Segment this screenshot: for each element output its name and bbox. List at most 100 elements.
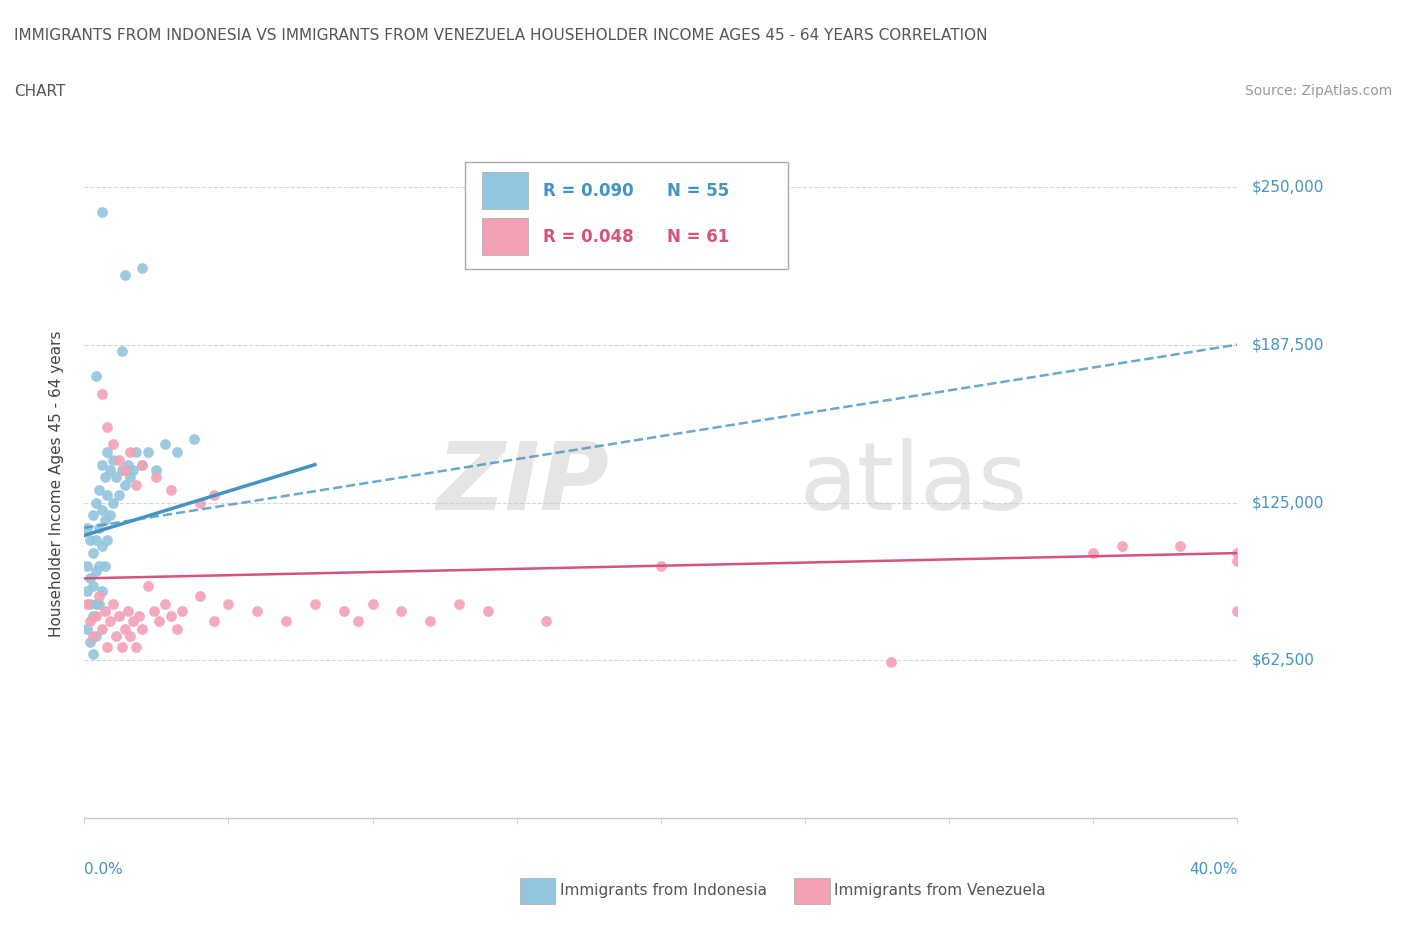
Point [131, 458, 153, 472]
Point [1226, 546, 1249, 561]
Point [105, 629, 128, 644]
Point [1168, 538, 1191, 553]
Point [108, 609, 131, 624]
Point [84, 596, 107, 611]
Text: ZIP: ZIP [436, 438, 609, 529]
Text: 0.0%: 0.0% [84, 862, 124, 877]
Point [117, 458, 139, 472]
Point [246, 604, 269, 618]
Point [136, 445, 159, 459]
Point [136, 578, 159, 593]
Text: N = 61: N = 61 [666, 228, 728, 246]
Y-axis label: Householder Income Ages 45 - 64 years: Householder Income Ages 45 - 64 years [49, 330, 63, 637]
Point [120, 629, 142, 644]
Point [98, 614, 121, 629]
Point [166, 621, 188, 636]
Point [82, 508, 104, 523]
Point [105, 470, 128, 485]
Point [76, 596, 98, 611]
Point [1111, 538, 1133, 553]
Point [276, 614, 298, 629]
Point [131, 260, 153, 275]
Point [93, 558, 115, 573]
Point [87, 596, 110, 611]
Point [82, 578, 104, 593]
Text: N = 55: N = 55 [666, 182, 728, 200]
Point [122, 614, 145, 629]
Text: R = 0.090: R = 0.090 [543, 182, 634, 200]
Point [84, 495, 107, 510]
Point [98, 508, 121, 523]
Point [84, 369, 107, 384]
Point [79, 533, 101, 548]
Point [477, 604, 499, 618]
Point [347, 614, 370, 629]
Bar [482, 172, 529, 209]
Text: $187,500: $187,500 [1251, 338, 1323, 352]
Point [218, 596, 240, 611]
Bar [482, 218, 529, 255]
Point [160, 609, 183, 624]
Text: $250,000: $250,000 [1251, 179, 1323, 194]
Point [108, 452, 131, 467]
Point [650, 558, 672, 573]
Point [114, 462, 136, 477]
Point [131, 458, 153, 472]
Point [145, 470, 167, 485]
FancyBboxPatch shape [465, 162, 787, 270]
Point [449, 596, 471, 611]
Point [188, 495, 211, 510]
Point [90, 583, 112, 598]
Point [304, 596, 326, 611]
Point [1226, 553, 1249, 568]
Point [125, 639, 148, 654]
Point [90, 621, 112, 636]
Point [166, 445, 188, 459]
Point [391, 604, 413, 618]
Point [153, 437, 176, 452]
Point [111, 343, 134, 358]
Point [87, 589, 110, 604]
Point [82, 609, 104, 624]
Point [96, 639, 118, 654]
Text: Source: ZipAtlas.com: Source: ZipAtlas.com [1244, 84, 1392, 98]
Point [145, 462, 167, 477]
Point [188, 589, 211, 604]
Point [93, 470, 115, 485]
Point [183, 432, 205, 446]
Point [117, 604, 139, 618]
Point [87, 521, 110, 536]
Point [202, 487, 225, 502]
Point [880, 655, 903, 670]
Point [79, 634, 101, 649]
Point [153, 596, 176, 611]
Point [1226, 604, 1249, 618]
Point [103, 452, 124, 467]
Point [98, 462, 121, 477]
Point [111, 462, 134, 477]
Point [87, 483, 110, 498]
Point [82, 646, 104, 661]
Text: $125,000: $125,000 [1251, 495, 1323, 510]
Point [111, 639, 134, 654]
Text: atlas: atlas [799, 438, 1028, 529]
Point [84, 564, 107, 578]
Point [87, 558, 110, 573]
Point [90, 503, 112, 518]
Text: IMMIGRANTS FROM INDONESIA VS IMMIGRANTS FROM VENEZUELA HOUSEHOLDER INCOME AGES 4: IMMIGRANTS FROM INDONESIA VS IMMIGRANTS … [14, 28, 987, 43]
Point [125, 477, 148, 492]
Point [76, 583, 98, 598]
Point [96, 419, 118, 434]
Point [108, 487, 131, 502]
Point [82, 629, 104, 644]
Point [142, 604, 165, 618]
Point [76, 621, 98, 636]
Point [76, 521, 98, 536]
Point [90, 205, 112, 219]
Point [534, 614, 557, 629]
Point [90, 458, 112, 472]
Text: R = 0.048: R = 0.048 [543, 228, 634, 246]
Point [96, 533, 118, 548]
Point [202, 614, 225, 629]
Point [103, 495, 124, 510]
